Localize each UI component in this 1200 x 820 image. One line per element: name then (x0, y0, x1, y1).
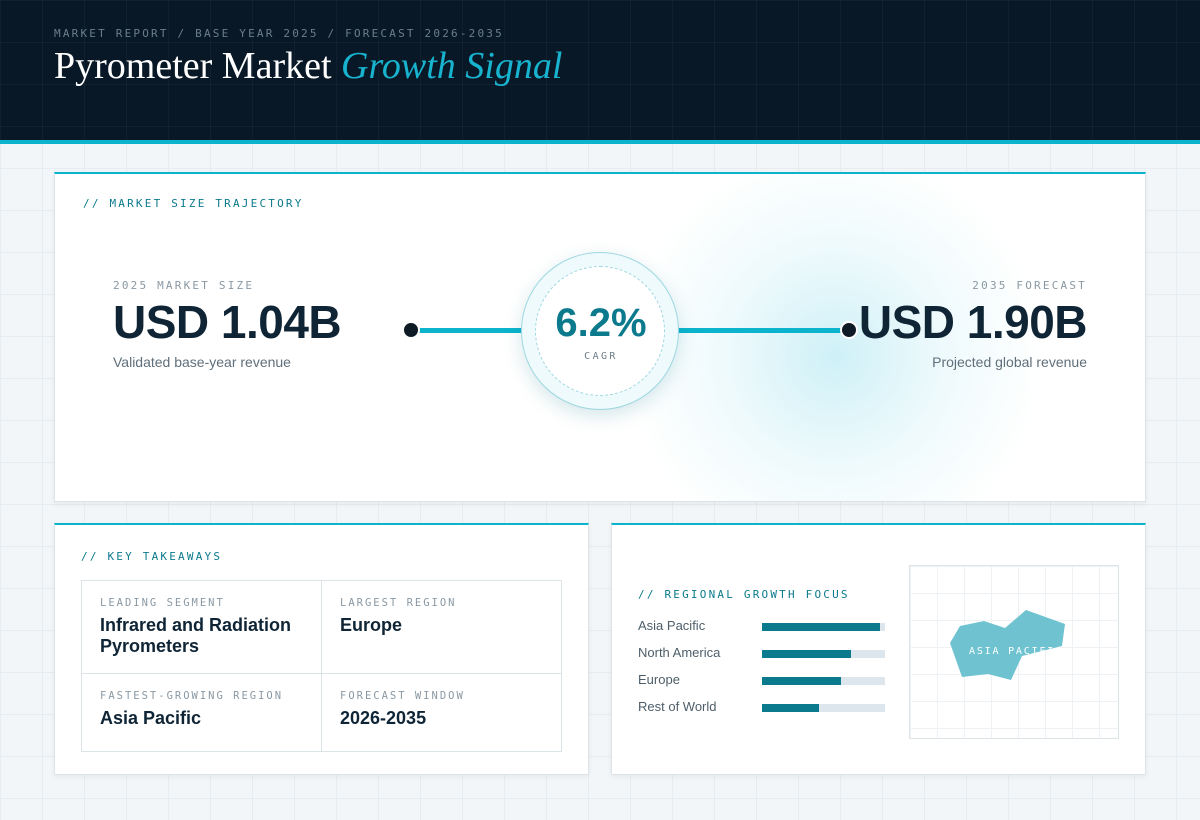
title-accent: Growth Signal (341, 45, 563, 87)
region-bar-track (762, 677, 885, 685)
asia-pacific-map-shape (950, 610, 1065, 680)
trajectory-end-dot (840, 321, 858, 339)
breadcrumb: MARKET REPORT / BASE YEAR 2025 / FORECAS… (54, 27, 504, 40)
title-main: Pyrometer Market (54, 45, 332, 87)
region-row-asia-pacific: Asia Pacific (638, 616, 888, 636)
region-bar-fill (762, 677, 841, 685)
forecast-subtitle: Projected global revenue (932, 354, 1087, 370)
takeaway-fastest-growing-region: FASTEST-GROWING REGION Asia Pacific (82, 674, 322, 752)
section-label-trajectory: // MARKET SIZE TRAJECTORY (83, 197, 304, 210)
asia-pacific-region-shape (950, 610, 1065, 680)
region-map: ASIA PACIFIC (909, 565, 1119, 739)
takeaway-value: 2026-2035 (340, 708, 427, 728)
takeaway-value: Asia Pacific (100, 708, 202, 728)
region-name: Rest of World (638, 699, 717, 714)
market-size-card: // MARKET SIZE TRAJECTORY 2025 MARKET SI… (54, 172, 1146, 502)
takeaway-forecast-window: FORECAST WINDOW 2026-2035 (322, 674, 562, 752)
takeaway-value: Infrared and Radiation Pyrometers (100, 615, 292, 656)
region-row-north-america: North America (638, 643, 888, 663)
regional-growth-card: // REGIONAL GROWTH FOCUS Asia Pacific No… (611, 523, 1146, 775)
forecast-caption: 2035 FORECAST (972, 279, 1087, 292)
takeaway-caption: FORECAST WINDOW (340, 690, 465, 702)
takeaway-leading-segment: LEADING SEGMENT Infrared and Radiation P… (82, 581, 322, 674)
cagr-badge: 6.2% CAGR (521, 252, 679, 410)
forecast-value: USD 1.90B (858, 296, 1088, 348)
report-header: MARKET REPORT / BASE YEAR 2025 / FORECAS… (0, 0, 1200, 144)
takeaway-largest-region: LARGEST REGION Europe (322, 581, 562, 674)
base-subtitle: Validated base-year revenue (113, 354, 291, 370)
key-takeaways-card: // KEY TAKEAWAYS LEADING SEGMENT Infrare… (54, 523, 589, 775)
base-value: USD 1.04B (113, 296, 342, 348)
page-title: Pyrometer Market Growth Signal (54, 44, 562, 88)
region-bar-fill (762, 704, 819, 712)
region-name: Europe (638, 672, 680, 687)
section-label-takeaways: // KEY TAKEAWAYS (81, 550, 223, 563)
region-name: North America (638, 645, 721, 660)
cagr-badge-inner: 6.2% CAGR (535, 266, 665, 396)
cagr-label: CAGR (584, 351, 618, 362)
takeaway-caption: LEADING SEGMENT (100, 597, 225, 609)
takeaway-caption: LARGEST REGION (340, 597, 457, 609)
region-bar-fill (762, 623, 881, 631)
section-label-regional: // REGIONAL GROWTH FOCUS (638, 588, 850, 601)
takeaway-value: Europe (340, 615, 403, 635)
region-bar-fill (762, 650, 851, 658)
base-caption: 2025 MARKET SIZE (113, 279, 255, 292)
map-region-label: ASIA PACIFIC (969, 646, 1063, 657)
region-name: Asia Pacific (638, 618, 706, 633)
takeaways-grid: LEADING SEGMENT Infrared and Radiation P… (81, 580, 562, 752)
takeaway-caption: FASTEST-GROWING REGION (100, 690, 284, 702)
region-row-europe: Europe (638, 670, 888, 690)
region-bar-track (762, 704, 885, 712)
region-bar-track (762, 623, 885, 631)
region-bar-track (762, 650, 885, 658)
trajectory-start-dot (402, 321, 420, 339)
cagr-value: 6.2% (555, 301, 647, 345)
region-row-rest-of-world: Rest of World (638, 697, 888, 717)
